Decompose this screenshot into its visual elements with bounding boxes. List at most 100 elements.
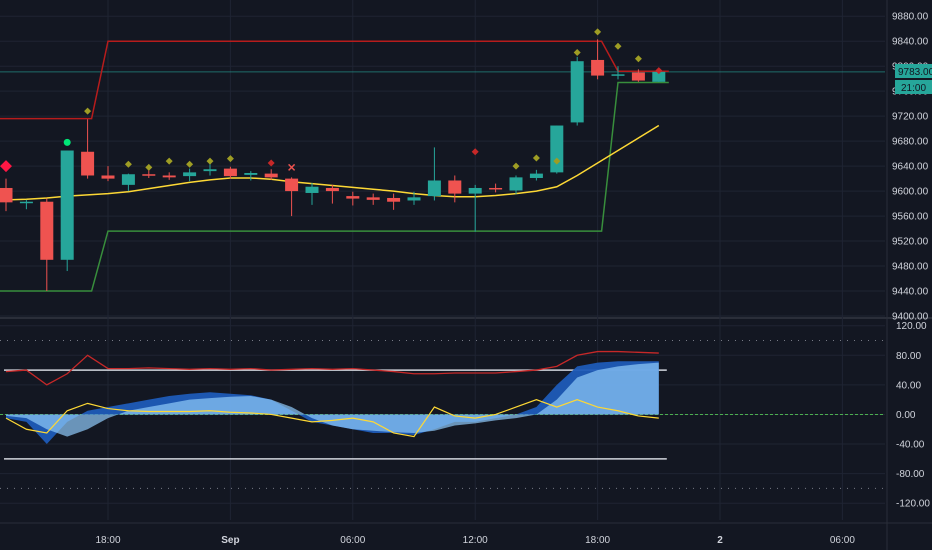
candle-body[interactable] xyxy=(285,178,299,192)
candle-body[interactable] xyxy=(448,180,462,194)
candle[interactable] xyxy=(285,177,299,217)
signal-diamond xyxy=(553,157,561,165)
candle[interactable] xyxy=(325,184,339,204)
candle[interactable] xyxy=(550,125,564,174)
candle-body[interactable] xyxy=(529,173,543,178)
candle-body[interactable] xyxy=(346,196,360,199)
osc-tick-label: -40.00 xyxy=(896,440,925,451)
candle[interactable] xyxy=(448,175,462,203)
signal-diamond xyxy=(512,162,520,170)
candle[interactable] xyxy=(631,69,645,82)
candle[interactable] xyxy=(529,169,543,181)
candle[interactable] xyxy=(489,183,503,193)
candle[interactable] xyxy=(346,191,360,206)
candle-body[interactable] xyxy=(550,125,564,173)
signal-diamond xyxy=(145,163,153,171)
candle[interactable] xyxy=(591,39,605,80)
candle[interactable] xyxy=(468,184,482,232)
candle-body[interactable] xyxy=(244,172,258,175)
signal-diamond xyxy=(573,48,581,56)
candle-body[interactable] xyxy=(0,187,13,203)
time-tick-label: 12:00 xyxy=(463,535,488,546)
candle[interactable] xyxy=(570,56,584,126)
price-tick-label: 9680.00 xyxy=(892,137,929,148)
price-pane[interactable] xyxy=(0,28,885,292)
candle[interactable] xyxy=(407,191,421,205)
candle-body[interactable] xyxy=(223,168,237,177)
candle[interactable] xyxy=(244,171,258,181)
candle-body[interactable] xyxy=(611,74,625,76)
time-tick-label: 06:00 xyxy=(830,535,855,546)
candle[interactable] xyxy=(305,182,319,205)
price-badges: 9783.00 21:00 xyxy=(895,64,932,94)
candle[interactable] xyxy=(60,150,74,272)
time-tick-label: 06:00 xyxy=(340,535,365,546)
candle[interactable] xyxy=(264,169,278,180)
time-axis[interactable]: 18:00 Sep 06:00 12:00 18:00 2 06:00 xyxy=(95,535,855,546)
candle-body[interactable] xyxy=(101,175,115,179)
osc-tick-label: 40.00 xyxy=(896,380,921,391)
candle-body[interactable] xyxy=(203,169,217,172)
channel-lower-line xyxy=(0,81,669,292)
signal-diamond xyxy=(471,148,479,156)
candle-body[interactable] xyxy=(305,186,319,193)
candle[interactable] xyxy=(203,163,217,176)
candle[interactable] xyxy=(223,166,237,179)
oscillator-axis[interactable]: 120.00 80.00 40.00 0.00 -40.00 -80.00 -120.00 xyxy=(896,321,930,510)
candle-body[interactable] xyxy=(142,174,156,176)
candle[interactable] xyxy=(121,173,135,192)
candle[interactable] xyxy=(40,198,54,292)
candle-body[interactable] xyxy=(81,151,95,176)
candle-body[interactable] xyxy=(366,197,380,200)
signal-diamond xyxy=(594,28,602,36)
candle-body[interactable] xyxy=(591,59,605,76)
signal-diamond xyxy=(614,42,622,50)
signal-diamond xyxy=(84,107,92,115)
candle[interactable] xyxy=(366,193,380,205)
signal-cross xyxy=(288,163,296,171)
candle-body[interactable] xyxy=(325,187,339,192)
signal-diamond xyxy=(532,154,540,162)
candle[interactable] xyxy=(142,170,156,178)
oscillator-fill-area xyxy=(6,361,659,445)
candle-body[interactable] xyxy=(60,150,74,260)
candle[interactable] xyxy=(162,172,176,180)
candle-body[interactable] xyxy=(570,61,584,123)
candle[interactable] xyxy=(81,119,95,179)
candle-body[interactable] xyxy=(183,172,197,177)
last-price-label: 9783.00 xyxy=(898,67,932,78)
countdown-badge xyxy=(895,80,932,94)
candle[interactable] xyxy=(611,66,625,80)
candle-body[interactable] xyxy=(264,173,278,178)
candle-body[interactable] xyxy=(427,180,441,197)
price-tick-label: 9840.00 xyxy=(892,37,929,48)
candle-body[interactable] xyxy=(631,72,645,81)
candle-body[interactable] xyxy=(19,201,33,204)
price-tick-label: 9480.00 xyxy=(892,262,929,273)
oscillator-pane[interactable] xyxy=(0,339,885,489)
candle[interactable] xyxy=(101,166,115,182)
candle-body[interactable] xyxy=(387,197,401,202)
candle-body[interactable] xyxy=(489,187,503,190)
candle[interactable] xyxy=(0,178,13,212)
price-tick-label: 9560.00 xyxy=(892,212,929,223)
candle[interactable] xyxy=(427,147,441,201)
countdown-label: 21:00 xyxy=(901,83,926,94)
candle[interactable] xyxy=(19,199,33,210)
oscillator-fill-area-light xyxy=(6,362,659,437)
candle-body[interactable] xyxy=(407,197,421,201)
candle-body[interactable] xyxy=(509,177,523,191)
candle[interactable] xyxy=(183,168,197,182)
osc-tick-label: 0.00 xyxy=(896,410,916,421)
candle[interactable] xyxy=(387,193,401,210)
candle-body[interactable] xyxy=(468,187,482,194)
candle-body[interactable] xyxy=(121,174,135,185)
candle-body[interactable] xyxy=(40,201,54,260)
price-tick-label: 9600.00 xyxy=(892,187,929,198)
candle-body[interactable] xyxy=(652,71,666,82)
candle-body[interactable] xyxy=(162,175,176,178)
signal-diamond xyxy=(0,160,12,173)
oscillator-line-yellow xyxy=(5,399,659,438)
candle[interactable] xyxy=(509,175,523,195)
